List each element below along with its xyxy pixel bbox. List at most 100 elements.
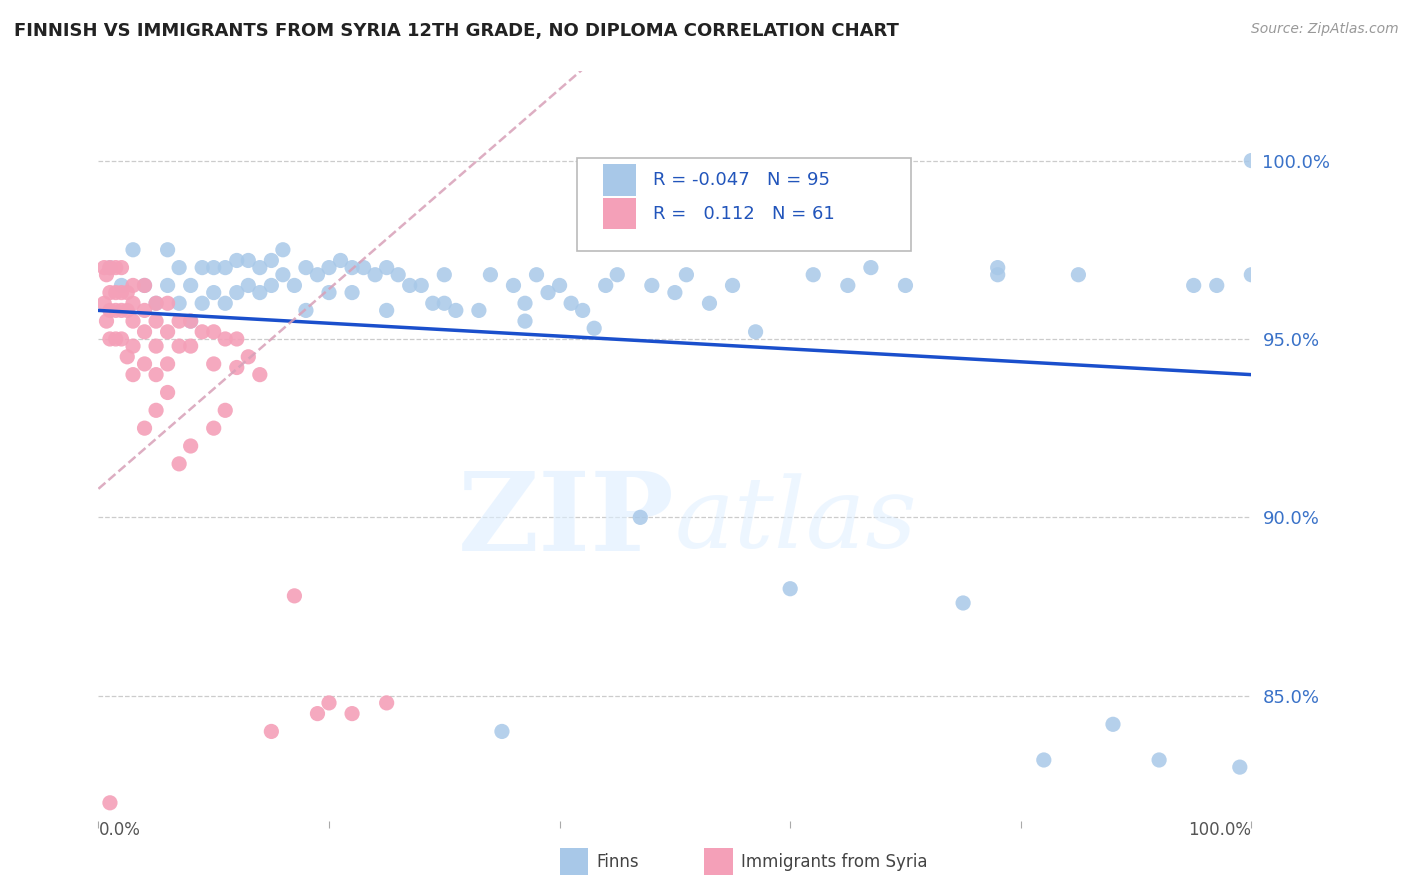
Point	[987, 268, 1010, 282]
Point	[411, 278, 433, 293]
Point	[721, 278, 744, 293]
Point	[145, 296, 167, 310]
Point	[444, 303, 467, 318]
Point	[329, 253, 352, 268]
Point	[238, 350, 260, 364]
Point	[225, 253, 247, 268]
Point	[318, 696, 340, 710]
Bar	[560, 848, 589, 875]
Point	[1240, 268, 1263, 282]
Point	[491, 724, 513, 739]
Point	[571, 303, 593, 318]
Point	[699, 296, 721, 310]
Point	[98, 260, 121, 275]
Point	[214, 403, 236, 417]
Point	[238, 278, 260, 293]
Text: Source: ZipAtlas.com: Source: ZipAtlas.com	[1251, 22, 1399, 37]
Point	[283, 589, 305, 603]
Point	[364, 268, 387, 282]
Point	[110, 260, 132, 275]
Point	[156, 385, 179, 400]
Point	[1102, 717, 1125, 731]
Point	[110, 303, 132, 318]
Point	[134, 357, 156, 371]
Point	[271, 268, 294, 282]
Point	[249, 260, 271, 275]
Point	[340, 285, 363, 300]
Text: R =   0.112   N = 61: R = 0.112 N = 61	[652, 205, 835, 223]
Point	[180, 314, 202, 328]
Point	[122, 296, 145, 310]
Point	[387, 268, 409, 282]
Point	[641, 278, 664, 293]
Point	[340, 260, 363, 275]
Point	[202, 285, 225, 300]
Point	[664, 285, 686, 300]
Point	[837, 278, 859, 293]
Point	[202, 357, 225, 371]
Bar	[603, 198, 636, 229]
Point	[225, 360, 247, 375]
Point	[93, 260, 115, 275]
Point	[548, 278, 571, 293]
Text: Immigrants from Syria: Immigrants from Syria	[741, 853, 927, 871]
Point	[134, 278, 156, 293]
Point	[526, 268, 548, 282]
Point	[98, 796, 121, 810]
Text: ZIP: ZIP	[458, 467, 675, 574]
Point	[260, 253, 283, 268]
Point	[98, 303, 121, 318]
Point	[595, 278, 617, 293]
Point	[1032, 753, 1054, 767]
Point	[156, 296, 179, 310]
Point	[249, 285, 271, 300]
Point	[283, 278, 305, 293]
Point	[122, 314, 145, 328]
Point	[98, 260, 121, 275]
Point	[433, 296, 456, 310]
Point	[145, 368, 167, 382]
Point	[156, 357, 179, 371]
Point	[104, 285, 127, 300]
Point	[167, 260, 190, 275]
Point	[375, 303, 398, 318]
Point	[606, 268, 628, 282]
Point	[117, 303, 139, 318]
Point	[122, 339, 145, 353]
Point	[249, 368, 271, 382]
Point	[353, 260, 375, 275]
Point	[145, 403, 167, 417]
Point	[560, 296, 582, 310]
Point	[779, 582, 801, 596]
Point	[156, 243, 179, 257]
Text: atlas: atlas	[675, 474, 918, 568]
FancyBboxPatch shape	[576, 158, 911, 252]
Point	[1229, 760, 1251, 774]
Point	[307, 706, 329, 721]
Point	[98, 332, 121, 346]
Point	[1205, 278, 1227, 293]
Point	[117, 285, 139, 300]
Point	[987, 260, 1010, 275]
Point	[110, 285, 132, 300]
Point	[479, 268, 502, 282]
Point	[260, 724, 283, 739]
Point	[98, 285, 121, 300]
Point	[202, 325, 225, 339]
Point	[271, 243, 294, 257]
Point	[307, 268, 329, 282]
Point	[433, 268, 456, 282]
Point	[191, 260, 214, 275]
Point	[202, 260, 225, 275]
Point	[952, 596, 974, 610]
Point	[225, 332, 247, 346]
Point	[167, 296, 190, 310]
Text: R = -0.047   N = 95: R = -0.047 N = 95	[652, 171, 830, 189]
Point	[110, 278, 132, 293]
Point	[422, 296, 444, 310]
Text: Finns: Finns	[596, 853, 640, 871]
Point	[859, 260, 882, 275]
Point	[468, 303, 491, 318]
Point	[894, 278, 917, 293]
Point	[340, 706, 363, 721]
